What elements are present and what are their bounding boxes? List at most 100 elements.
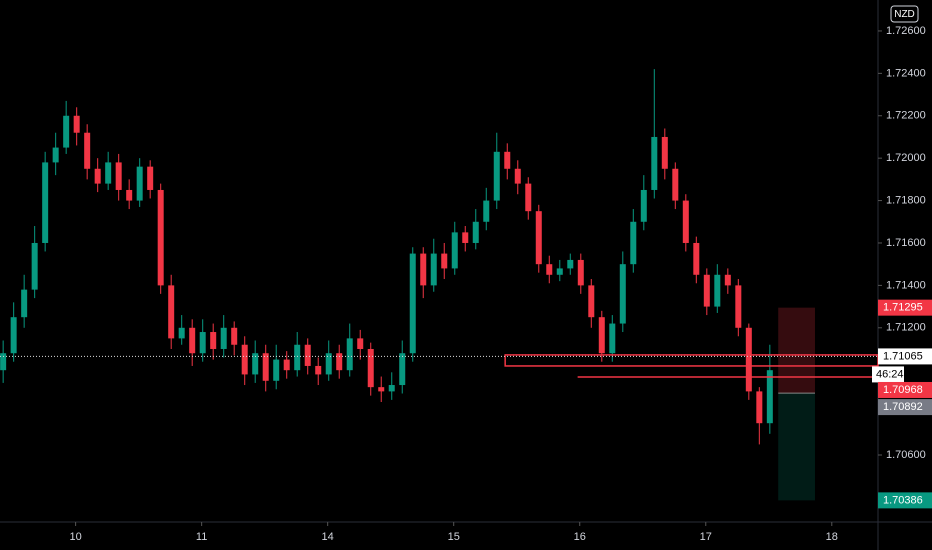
price-label-box — [878, 399, 932, 416]
candle-body — [441, 253, 448, 269]
candle-body — [147, 166, 154, 190]
stop-zone — [778, 307, 815, 394]
candle-body — [462, 232, 469, 243]
candle-body — [115, 162, 122, 190]
candle-body — [420, 253, 427, 286]
candle-body — [493, 151, 500, 201]
candle-body — [126, 189, 133, 201]
candle-body — [640, 189, 647, 222]
candle-body — [514, 168, 521, 184]
candle-body — [504, 151, 511, 169]
price-label-box — [878, 492, 932, 509]
candle-body — [556, 268, 563, 275]
candle-body — [10, 317, 17, 354]
x-tick-label: 17 — [700, 531, 712, 543]
candle-body — [682, 200, 689, 243]
candle-body — [724, 274, 731, 286]
candle-body — [672, 168, 679, 201]
candle-body — [399, 353, 406, 386]
y-tick-label: 1.72400 — [886, 67, 926, 79]
candle-body — [409, 253, 416, 354]
candle-body — [325, 353, 332, 375]
countdown-box — [872, 366, 904, 383]
candle-body — [63, 115, 70, 148]
candle-body — [693, 242, 700, 275]
candle-body — [283, 359, 290, 371]
candle-body — [714, 274, 721, 307]
candle-body — [472, 221, 479, 243]
candle-body — [231, 327, 238, 345]
candle-body — [756, 391, 763, 424]
candle-body — [294, 344, 301, 371]
candle-body — [619, 264, 626, 324]
candle-body — [252, 353, 259, 375]
candle-body — [630, 221, 637, 265]
y-tick-label: 1.71400 — [886, 279, 926, 291]
candle-body — [357, 338, 364, 349]
price-label: 1.71065 — [883, 350, 923, 362]
candle-body — [157, 189, 164, 286]
candle-body — [42, 162, 49, 243]
x-tick-label: 11 — [196, 531, 207, 543]
candle-body — [84, 132, 91, 169]
candle-body — [105, 162, 112, 184]
currency-box — [890, 5, 919, 23]
candle-body — [94, 168, 101, 184]
candle-body — [430, 253, 437, 286]
candle-body — [745, 327, 752, 392]
candle-body — [199, 332, 206, 354]
candle-body — [766, 370, 773, 424]
candle-body — [483, 200, 490, 222]
y-tick-label: 1.71200 — [886, 322, 926, 334]
x-tick-label: 18 — [826, 531, 838, 543]
currency: NZD — [894, 9, 915, 20]
candle-body — [178, 327, 185, 339]
candle-body — [168, 285, 175, 339]
candle-body — [735, 285, 742, 328]
y-tick-label: 1.72000 — [886, 152, 926, 164]
x-tick-label: 14 — [322, 531, 334, 543]
candle-body — [273, 359, 280, 381]
price-label: 1.70892 — [883, 401, 923, 413]
candle-body — [210, 332, 217, 349]
candle-body — [577, 259, 584, 286]
candle-body — [703, 274, 710, 307]
candle-body — [378, 387, 385, 392]
x-tick-label: 10 — [69, 531, 81, 543]
candle-body — [525, 183, 532, 212]
price-label-box — [878, 299, 932, 316]
candle-body — [52, 147, 59, 163]
candle-body — [451, 232, 458, 269]
candle-body — [73, 115, 80, 133]
candle-body — [535, 211, 542, 265]
y-tick-label: 1.70600 — [886, 449, 926, 461]
candle-body — [304, 344, 311, 366]
candle-body — [21, 289, 28, 318]
y-tick-label: 1.71600 — [886, 237, 926, 249]
candle-body — [661, 136, 668, 169]
candle-body — [0, 353, 7, 371]
price-label: 1.71295 — [883, 302, 923, 314]
target-zone — [778, 393, 815, 501]
candle-body — [136, 166, 143, 201]
candle-body — [651, 136, 658, 190]
candle-body — [31, 242, 38, 290]
candle-body — [346, 338, 353, 371]
candle-body — [220, 327, 227, 349]
candle-body — [315, 365, 322, 375]
candle-body — [546, 264, 553, 275]
price-label-box — [878, 381, 932, 398]
candle-body — [241, 344, 248, 375]
y-tick-label: 1.72200 — [886, 110, 926, 122]
candle-body — [336, 353, 343, 371]
price-label: 1.70968 — [883, 384, 923, 396]
candle-body — [388, 385, 395, 392]
candle-body — [367, 348, 374, 388]
countdown: 46:24 — [876, 368, 904, 380]
candle-body — [262, 353, 269, 381]
price-label-box — [878, 348, 932, 365]
x-tick-label: 16 — [574, 531, 586, 543]
y-tick-label: 1.72600 — [886, 25, 926, 37]
